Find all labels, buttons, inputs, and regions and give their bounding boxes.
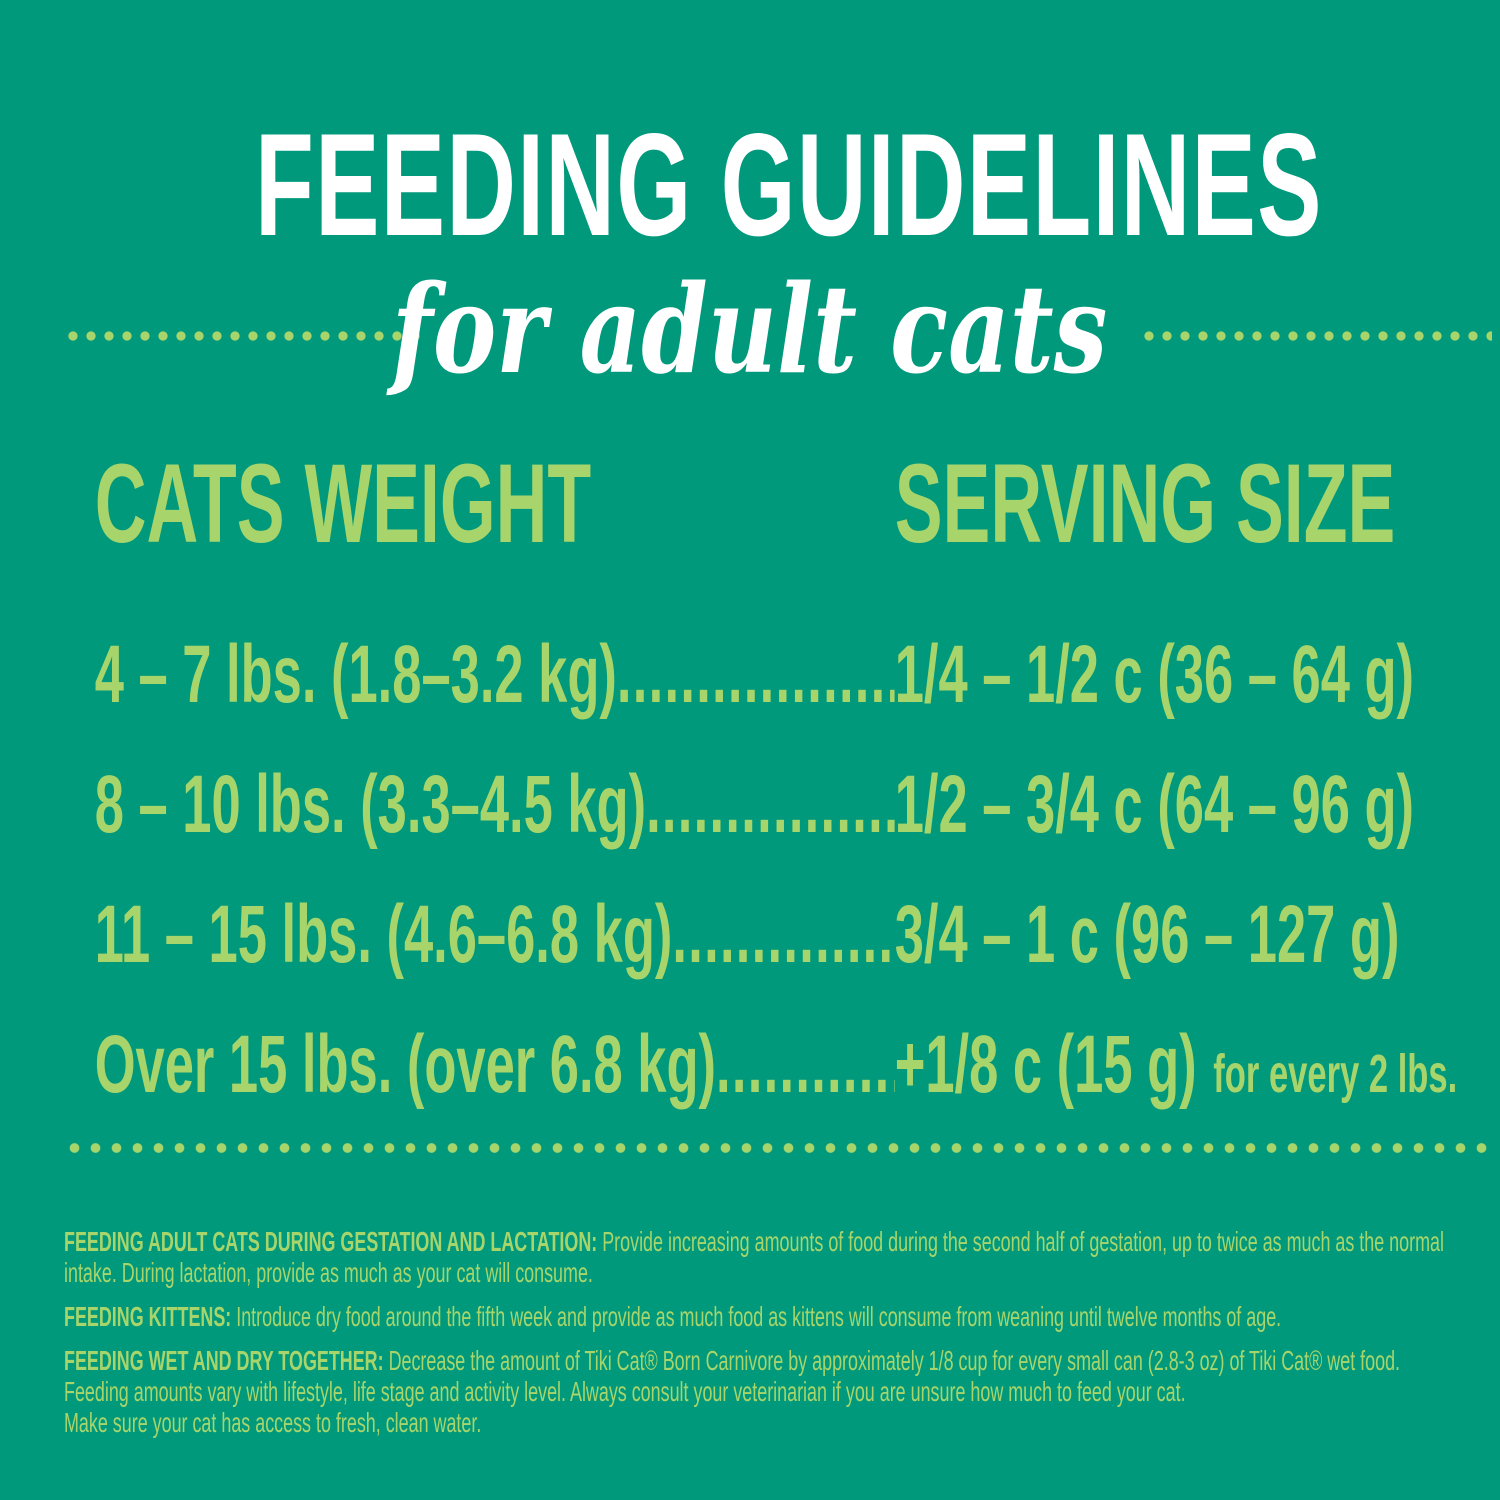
leader-dots: .................................... <box>616 629 895 720</box>
serving-cell: 3/4 – 1 c (96 – 127 g) <box>895 870 1500 1000</box>
serving-suffix: for every 2 lbs. <box>1213 1044 1458 1104</box>
serving-value: 3/4 – 1 c (96 – 127 g) <box>894 889 1400 980</box>
column-header-cats-weight: CATS WEIGHT <box>94 441 592 566</box>
footnote-kittens: FEEDING KITTENS: Introduce dry food arou… <box>64 1301 1462 1332</box>
dotted-line-right <box>1140 331 1492 341</box>
page-subtitle: for adult cats <box>0 268 1500 390</box>
leader-dots: .................................... <box>716 1019 895 1110</box>
leader-dots: .................................... <box>672 889 895 980</box>
footnote-text: Introduce dry food around the fifth week… <box>236 1301 1282 1332</box>
footnote-label: FEEDING ADULT CATS DURING GESTATION AND … <box>64 1226 598 1257</box>
weight-cell: 8 – 10 lbs. (3.3–4.5 kg) ...............… <box>95 740 895 870</box>
weight-value: 4 – 7 lbs. (1.8–3.2 kg) <box>94 629 617 720</box>
footnotes: FEEDING ADULT CATS DURING GESTATION AND … <box>0 1226 1500 1451</box>
weight-value: 11 – 15 lbs. (4.6–6.8 kg) <box>94 889 673 980</box>
table-row: 8 – 10 lbs. (3.3–4.5 kg) ...............… <box>95 740 1500 870</box>
leader-dots: .................................... <box>646 759 895 850</box>
weight-cell: 11 – 15 lbs. (4.6–6.8 kg) ..............… <box>95 870 895 1000</box>
weight-cell: 4 – 7 lbs. (1.8–3.2 kg) ................… <box>95 610 895 740</box>
feeding-table: 4 – 7 lbs. (1.8–3.2 kg) ................… <box>0 610 1500 1130</box>
footnote-text: Decrease the amount of Tiki Cat® Born Ca… <box>64 1345 1401 1438</box>
page-title: FEEDING GUIDELINES <box>254 103 1323 266</box>
serving-cell: 1/4 – 1/2 c (36 – 64 g) <box>895 610 1500 740</box>
subtitle-script-text: for adult cats <box>392 257 1108 401</box>
weight-value: Over 15 lbs. (over 6.8 kg) <box>94 1019 717 1110</box>
footnote-label: FEEDING KITTENS: <box>64 1301 232 1332</box>
footnote-label: FEEDING WET AND DRY TOGETHER: <box>64 1345 384 1376</box>
weight-cell: Over 15 lbs. (over 6.8 kg) .............… <box>95 1000 895 1130</box>
serving-cell: 1/2 – 3/4 c (64 – 96 g) <box>895 740 1500 870</box>
footnote-wet-dry: FEEDING WET AND DRY TOGETHER: Decrease t… <box>64 1345 1462 1438</box>
serving-value: +1/8 c (15 g) <box>894 1019 1197 1110</box>
table-header-row: CATS WEIGHT SERVING SIZE <box>0 448 1500 560</box>
dotted-separator <box>64 1143 1492 1153</box>
table-row: 11 – 15 lbs. (4.6–6.8 kg) ..............… <box>95 870 1500 1000</box>
column-header-serving-size: SERVING SIZE <box>894 441 1396 566</box>
table-row: 4 – 7 lbs. (1.8–3.2 kg) ................… <box>95 610 1500 740</box>
footnote-text: Provide increasing amounts of food durin… <box>64 1226 1444 1288</box>
serving-cell: +1/8 c (15 g) for every 2 lbs. <box>895 1000 1500 1130</box>
table-row: Over 15 lbs. (over 6.8 kg) .............… <box>95 1000 1500 1130</box>
serving-value: 1/2 – 3/4 c (64 – 96 g) <box>894 759 1415 850</box>
serving-value: 1/4 – 1/2 c (36 – 64 g) <box>894 629 1415 720</box>
weight-value: 8 – 10 lbs. (3.3–4.5 kg) <box>94 759 647 850</box>
dotted-line-left <box>64 331 422 341</box>
footnote-gestation: FEEDING ADULT CATS DURING GESTATION AND … <box>64 1226 1462 1288</box>
